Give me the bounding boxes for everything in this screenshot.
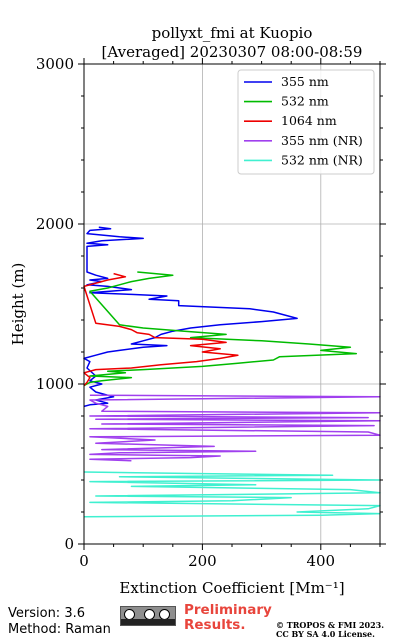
y-axis-label: Height (m) [9, 263, 27, 346]
chart-title-line-1: pollyxt_fmi at Kuopio [152, 24, 313, 42]
version-text: Version: 3.6 [8, 606, 85, 621]
legend-label: 355 nm [281, 74, 329, 89]
legend-label: 532 nm (NR) [281, 152, 363, 167]
method-text: Method: Raman [8, 622, 111, 637]
y-tick-label: 3000 [36, 55, 74, 73]
series-line-0 [83, 226, 298, 408]
series-line-1 [83, 271, 358, 387]
legend-label: 532 nm [281, 94, 329, 109]
series-line-2 [83, 272, 239, 387]
copyright-line-2: CC BY SA 4.0 License. [276, 629, 375, 639]
series-line-4 [83, 471, 381, 518]
chart-title-line-2: [Averaged] 20230307 08:00-08:59 [102, 43, 363, 61]
x-tick-label: 0 [79, 552, 89, 570]
y-tick-label: 1000 [36, 375, 74, 393]
cc-license-badge [120, 606, 176, 626]
copyright-line-1: © TROPOS & FMI 2023. [276, 620, 385, 630]
series-line-3 [89, 394, 381, 462]
ticks [78, 58, 386, 550]
tick-labels: 0 200 400 0 1000 2000 3000 [36, 55, 335, 570]
legend-label: 355 nm (NR) [281, 133, 363, 148]
y-tick-label: 0 [64, 535, 74, 553]
legend-label: 1064 nm [281, 113, 337, 128]
legend-box [237, 69, 375, 175]
y-tick-label: 2000 [36, 215, 74, 233]
x-tick-label: 400 [306, 552, 335, 570]
preliminary-label-line-2: Results. [184, 617, 246, 633]
preliminary-label-line-1: Preliminary [184, 602, 272, 618]
badge-bar [121, 619, 175, 625]
legend: 355 nm 532 nm 1064 nm 355 nm (NR) 532 nm (NR… [237, 69, 375, 175]
x-axis-label: Extinction Coefficient [Mm⁻¹] [119, 579, 344, 597]
series-lines [83, 226, 381, 518]
x-tick-label: 200 [188, 552, 217, 570]
